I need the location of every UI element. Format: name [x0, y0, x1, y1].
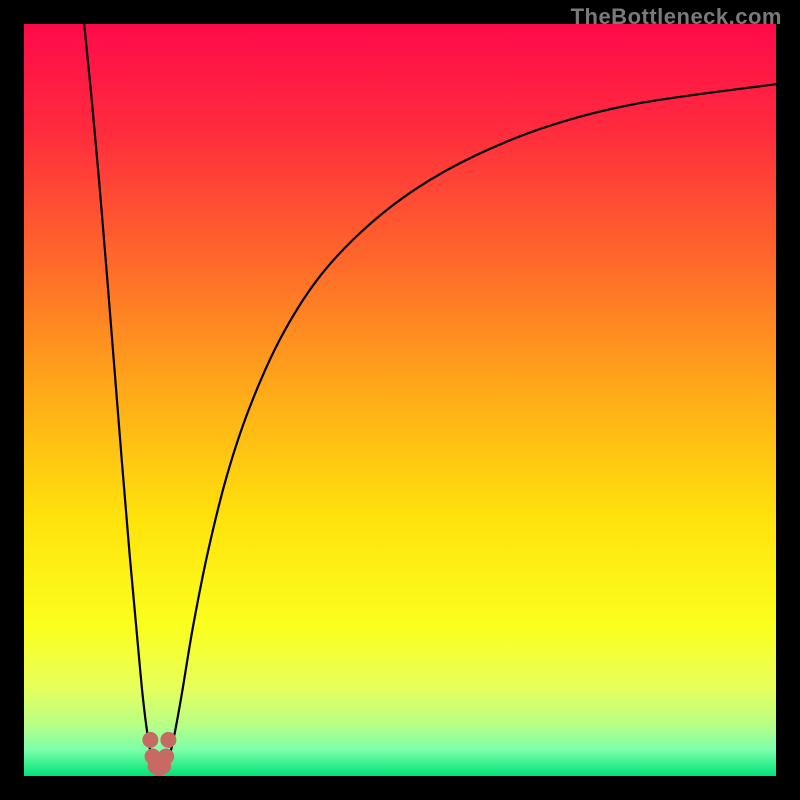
chart-plot-area: [24, 24, 776, 776]
minimum-marker: [142, 732, 158, 748]
minimum-marker: [158, 748, 174, 764]
watermark-text: TheBottleneck.com: [571, 4, 782, 30]
chart-svg-layer: [24, 24, 776, 776]
minimum-marker: [160, 732, 176, 748]
bottleneck-curve: [84, 24, 776, 769]
